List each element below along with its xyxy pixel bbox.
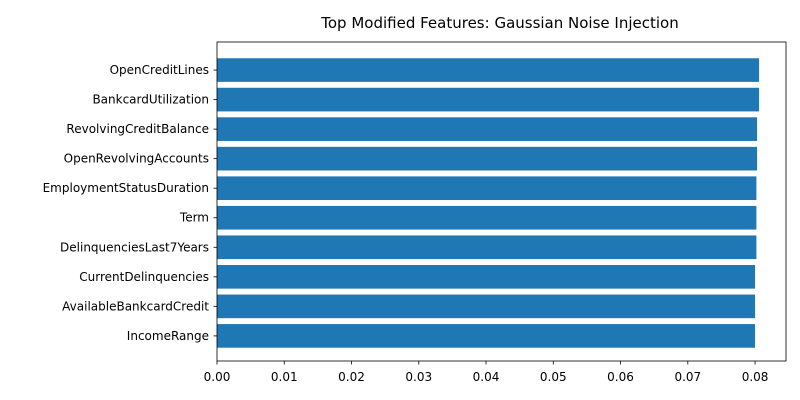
bar-AvailableBankcardCredit — [217, 294, 756, 319]
bar-RevolvingCreditBalance — [217, 117, 758, 141]
bar-DelinquenciesLast7Years — [217, 235, 757, 260]
bars-group — [217, 58, 760, 348]
y-tick-label: DelinquenciesLast7Years — [60, 240, 209, 254]
y-tick-label: AvailableBankcardCredit — [62, 299, 209, 313]
x-tick-label: 0.06 — [607, 370, 634, 384]
x-tick-label: 0.04 — [473, 370, 500, 384]
bar-OpenRevolvingAccounts — [217, 146, 758, 171]
y-tick-label: CurrentDelinquencies — [79, 270, 209, 284]
bar-EmploymentStatusDuration — [217, 176, 757, 201]
y-axis-ticks: OpenCreditLines BankcardUtilization Revolv… — [43, 63, 217, 343]
x-tick-label: 0.01 — [271, 370, 298, 384]
bar-BankcardUtilization — [217, 87, 760, 112]
x-tick-label: 0.00 — [204, 370, 231, 384]
x-axis-ticks: 0.00 0.01 0.02 0.03 0.04 0.05 0.06 0.07 0.08 — [204, 361, 769, 384]
bar-OpenCreditLines — [217, 58, 760, 82]
axes-spine — [216, 41, 787, 362]
axes-frame — [216, 41, 787, 362]
y-tick-label: EmploymentStatusDuration — [43, 181, 209, 195]
x-tick-label: 0.08 — [742, 370, 769, 384]
chart-title: Top Modified Features: Gaussian Noise In… — [320, 14, 678, 32]
x-tick-label: 0.03 — [405, 370, 432, 384]
y-tick-label: RevolvingCreditBalance — [66, 122, 209, 136]
y-tick-label: OpenRevolvingAccounts — [64, 152, 209, 166]
x-tick-label: 0.02 — [338, 370, 365, 384]
y-tick-label: BankcardUtilization — [92, 93, 209, 107]
bar-CurrentDelinquencies — [217, 265, 756, 289]
y-tick-label: Term — [179, 211, 209, 225]
x-tick-label: 0.05 — [540, 370, 567, 384]
x-tick-label: 0.07 — [674, 370, 701, 384]
bar-Term — [217, 205, 757, 230]
y-tick-label: IncomeRange — [127, 329, 209, 343]
y-tick-label: OpenCreditLines — [110, 63, 209, 77]
bar-IncomeRange — [217, 324, 756, 348]
